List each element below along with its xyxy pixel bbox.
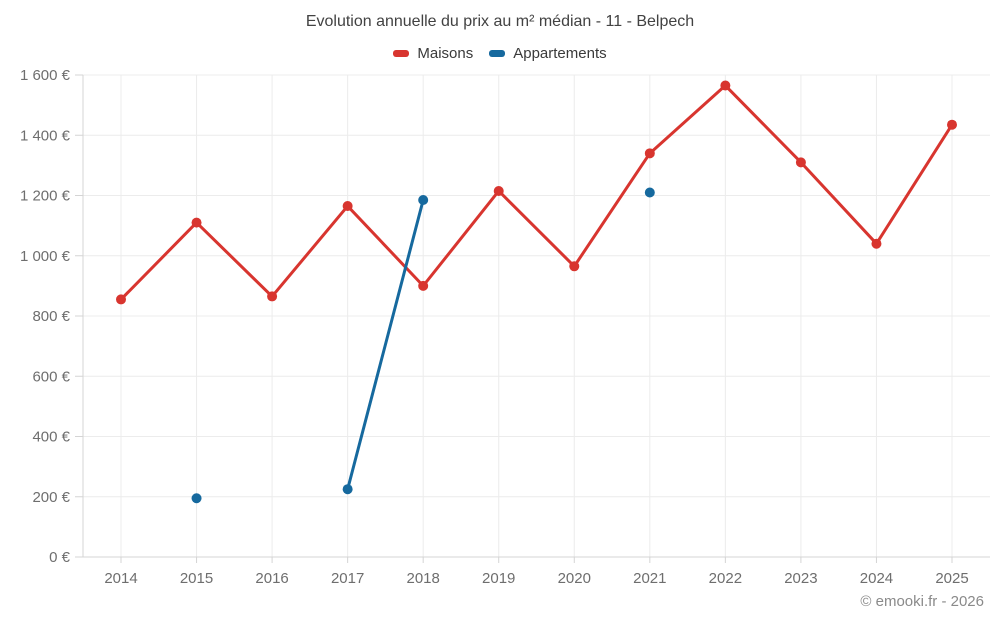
data-point-maisons: [644, 148, 655, 159]
series-line-maisons: [799, 160, 878, 246]
data-point-maisons: [947, 119, 957, 130]
data-point-maisons: [493, 185, 504, 196]
data-point-maisons: [267, 291, 278, 302]
data-point-maisons: [720, 80, 731, 91]
data-point-appartements: [342, 484, 353, 495]
legend-swatch-appartements: [489, 50, 506, 57]
legend-item-appartements[interactable]: Appartements: [489, 45, 607, 62]
series-line-maisons: [421, 189, 501, 288]
series-line-maisons: [346, 204, 425, 288]
series-line-appartements: [346, 198, 425, 491]
legend-item-maisons[interactable]: Maisons: [393, 45, 473, 62]
data-point-maisons: [871, 238, 882, 249]
legend-label: Appartements: [513, 45, 607, 62]
series-line-maisons: [497, 189, 576, 268]
series-line-maisons: [119, 221, 199, 301]
y-tick-label: 800 €: [32, 308, 70, 325]
y-tick-label: 1 200 €: [20, 188, 71, 205]
x-tick-label: 2024: [860, 570, 893, 587]
x-tick-label: 2014: [104, 570, 137, 587]
y-tick-label: 1 600 €: [20, 67, 71, 84]
y-tick-label: 600 €: [32, 368, 70, 385]
y-tick-label: 0 €: [49, 549, 71, 566]
y-tick-label: 200 €: [32, 489, 70, 506]
x-tick-label: 2020: [558, 570, 591, 587]
x-tick-label: 2018: [406, 570, 439, 587]
series-line-maisons: [874, 123, 954, 246]
series-line-maisons: [270, 204, 350, 298]
legend-swatch-maisons: [393, 50, 410, 57]
data-point-maisons: [569, 261, 580, 272]
x-tick-label: 2023: [784, 570, 817, 587]
y-tick-label: 1 000 €: [20, 248, 71, 265]
copyright-footer: © emooki.fr - 2026: [860, 593, 984, 610]
chart-legend: Maisons Appartements: [0, 45, 1000, 62]
x-tick-label: 2016: [255, 570, 288, 587]
series-line-maisons: [648, 84, 727, 155]
legend-label: Maisons: [417, 45, 474, 62]
data-point-appartements: [191, 493, 202, 504]
data-point-maisons: [191, 217, 202, 228]
y-tick-label: 400 €: [32, 429, 70, 446]
data-point-maisons: [116, 294, 126, 305]
x-tick-label: 2022: [709, 570, 742, 587]
series-line-maisons: [572, 151, 652, 268]
chart-title: Evolution annuelle du prix au m² médian …: [305, 13, 695, 30]
x-tick-label: 2021: [633, 570, 666, 587]
series-line-maisons: [195, 221, 274, 298]
x-tick-label: 2019: [482, 570, 515, 587]
data-point-appartements: [644, 187, 655, 198]
data-point-maisons: [342, 201, 353, 212]
y-tick-label: 1 400 €: [20, 127, 71, 144]
data-point-maisons: [418, 280, 429, 291]
data-point-maisons: [795, 157, 806, 168]
data-point-appartements: [418, 195, 429, 206]
series-line-maisons: [723, 84, 803, 164]
x-tick-label: 2015: [180, 570, 213, 587]
x-tick-label: 2025: [935, 570, 968, 587]
x-tick-label: 2017: [331, 570, 364, 587]
